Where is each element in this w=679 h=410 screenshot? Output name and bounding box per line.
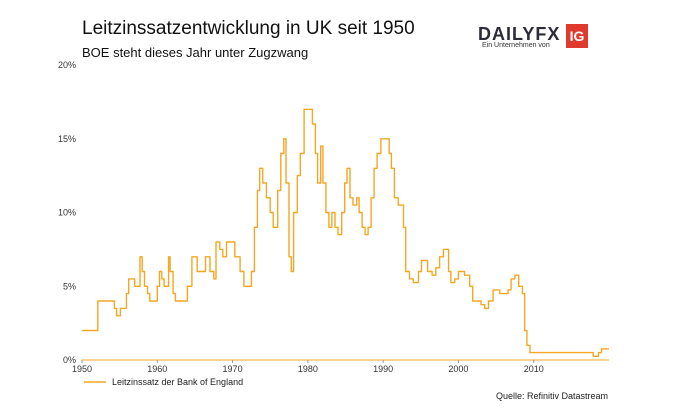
logo-tagline: Ein Unternehmen von: [482, 42, 550, 49]
logo-wordmark: DAILYFX: [478, 24, 561, 44]
x-tick-label: 1990: [373, 364, 393, 374]
chart-subtitle: BOE steht dieses Jahr unter Zugzwang: [82, 45, 309, 60]
series-line-bank-of-england: [82, 108, 609, 357]
x-tick-label: 1980: [298, 364, 318, 374]
x-tick-label: 1950: [72, 364, 92, 374]
y-tick-label: 15%: [58, 134, 76, 144]
ig-logo-mark: IG: [566, 24, 588, 48]
x-tick-label: 2010: [524, 364, 544, 374]
y-tick-label: 10%: [58, 208, 76, 218]
y-tick-label: 5%: [63, 281, 76, 291]
y-tick-label: 0%: [63, 355, 76, 365]
chart-axes: 0% 5% 10% 15% 20% 1950 1960 1970 1980 1990 2000 201…: [58, 60, 609, 374]
dailyfx-logo: DAILYFX Ein Unternehmen von IG: [478, 24, 590, 50]
legend-label: Leitzinssatz der Bank of England: [112, 377, 243, 387]
chart-legend: Leitzinssatz der Bank of England: [84, 377, 243, 387]
x-tick-label: 2000: [448, 364, 468, 374]
source-note: Quelle: Refinitiv Datastream: [495, 391, 608, 401]
chart-series: [82, 108, 609, 357]
chart-title: Leitzinssatzentwicklung in UK seit 1950: [82, 18, 415, 39]
y-tick-label: 20%: [58, 60, 76, 70]
x-tick-label: 1970: [223, 364, 243, 374]
x-tick-label: 1960: [147, 364, 167, 374]
